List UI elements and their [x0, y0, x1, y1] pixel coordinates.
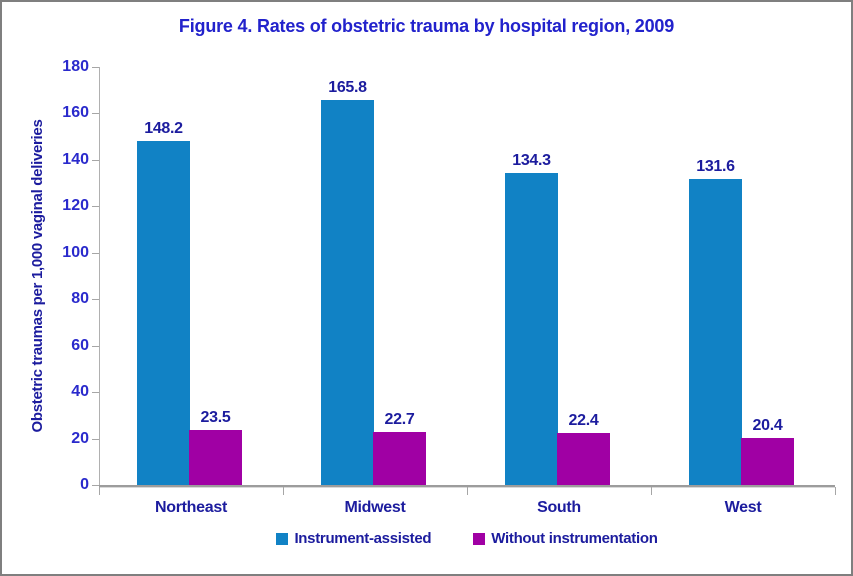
legend-swatch-icon	[473, 532, 486, 545]
x-axis-tick-mark	[467, 487, 468, 495]
y-axis-tick-label: 140	[62, 150, 89, 168]
y-axis-tick-label: 180	[62, 58, 89, 75]
y-axis-tick-label: 60	[71, 336, 89, 354]
y-axis-tick-mark	[92, 392, 99, 394]
x-axis-tick-mark	[651, 487, 652, 495]
bar-value-label: 22.7	[384, 411, 415, 429]
bar-value-label: 20.4	[752, 416, 783, 434]
legend-swatch-icon	[276, 532, 289, 545]
y-axis-tick-label: 100	[62, 243, 89, 261]
y-axis-tick-mark	[92, 345, 99, 347]
bar-value-label: 22.4	[568, 411, 599, 429]
bar-instrument-assisted-northeast	[137, 140, 190, 485]
y-axis-tick-mark	[92, 438, 99, 440]
y-axis-tick-label: 20	[71, 429, 89, 447]
y-axis-tick-label: 120	[62, 197, 89, 215]
bar-without-instrumentation-south	[557, 432, 610, 485]
y-axis-tick-label: 160	[62, 104, 89, 122]
bar-without-instrumentation-west	[741, 437, 794, 485]
y-axis-tick-label: 80	[71, 290, 89, 308]
y-axis-tick-mark	[92, 299, 99, 301]
x-axis-label-west: West	[724, 499, 762, 516]
legend-label: Without instrumentation	[491, 530, 658, 547]
bar-value-label: 148.2	[144, 119, 183, 137]
bar-value-label: 165.8	[328, 78, 367, 96]
bar-value-label: 23.5	[200, 409, 231, 427]
y-axis-tick-mark	[92, 252, 99, 254]
y-axis-tick-mark	[92, 485, 99, 486]
chart-title: Figure 4. Rates of obstetric trauma by h…	[178, 16, 675, 36]
x-axis-tick-mark	[283, 487, 284, 495]
x-axis-tick-mark	[99, 487, 100, 495]
y-axis-tick-mark	[92, 206, 99, 208]
y-axis-tick-mark	[92, 159, 99, 161]
y-axis-tick-mark	[92, 67, 99, 68]
bar-value-label: 131.6	[696, 158, 735, 176]
bar-instrument-assisted-west	[689, 179, 742, 485]
y-axis-tick-label: 0	[80, 476, 89, 493]
x-axis-label-northeast: Northeast	[155, 499, 227, 516]
x-axis-label-midwest: Midwest	[344, 499, 406, 516]
bar-without-instrumentation-midwest	[373, 432, 426, 485]
legend: Instrument-assisted Without instrumentati…	[99, 530, 835, 547]
bar-instrument-assisted-south	[505, 173, 558, 485]
legend-item-without-instrumentation: Without instrumentation	[473, 530, 658, 547]
y-axis-tick-label: 40	[71, 383, 89, 401]
x-axis-label-south: South	[537, 499, 581, 516]
y-axis-line	[99, 67, 100, 494]
legend-label: Instrument-assisted	[294, 530, 432, 547]
bar-instrument-assisted-midwest	[321, 99, 374, 485]
legend-item-instrument-assisted: Instrument-assisted	[276, 530, 432, 547]
y-axis-tick-mark	[92, 113, 99, 115]
bar-value-label: 134.3	[512, 152, 551, 170]
bar-without-instrumentation-northeast	[189, 430, 242, 485]
x-axis-tick-mark	[835, 487, 836, 495]
